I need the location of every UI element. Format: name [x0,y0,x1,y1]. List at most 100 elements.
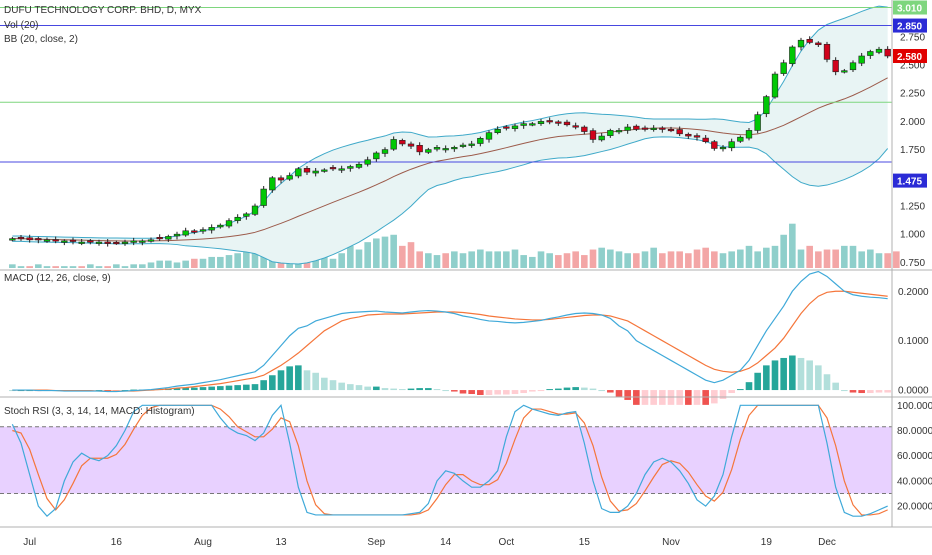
macd-histogram-bar [615,390,623,398]
candle-up [381,149,389,154]
volume-bar [503,251,510,268]
volume-bar [893,251,900,268]
macd-histogram-bar [312,372,319,391]
price-tick-label: 2.000 [900,117,925,128]
volume-bar [61,266,68,268]
candle-down [711,141,718,149]
candle-up [121,241,129,244]
macd-histogram-bar [390,388,397,391]
volume-bar [199,258,207,268]
time-tick-label: Jul [23,537,36,548]
volume-bar [494,251,501,268]
candle-down [416,145,423,153]
candle-up [165,236,172,240]
candle-down [693,135,701,138]
volume-bar [771,245,779,268]
candle-down [26,237,33,241]
candle-down [659,127,666,130]
candle-down [563,121,571,126]
bollinger-legend: BB (20, close, 2) [4,34,78,45]
volume-bar [113,264,120,268]
volume-bar [849,245,857,268]
macd-histogram-bar [399,389,406,391]
macd-histogram-bar [407,388,415,391]
volume-bar [26,266,33,268]
candle-up [78,241,85,244]
candle-up [520,123,527,126]
macd-histogram-bar [754,372,761,391]
macd-histogram-bar [815,365,822,391]
candle-up [243,213,250,217]
volume-bar [459,253,467,268]
volume-bar [121,266,129,268]
volume-bar [546,253,553,268]
upper-level-badge-bg [893,18,927,33]
volume-bar [355,249,363,268]
candle-down [832,59,839,73]
macd-histogram-bar [199,387,207,391]
candle-up [875,48,883,53]
macd-signal-line [12,290,888,392]
candle-down [407,143,415,147]
candle-up [867,51,874,56]
candle-up [511,125,519,129]
symbol-title: DUFU TECHNOLOGY CORP. BHD, D, MYX [4,5,202,16]
candle-up [529,123,536,126]
macd-histogram-bar [373,386,380,391]
candle-down [113,241,120,245]
candle-up [797,39,805,48]
macd-histogram-bar [529,390,536,392]
candle-up [650,127,657,130]
macd-histogram-bar [849,390,857,393]
macd-histogram-bar [763,365,770,391]
macd-histogram-bar [416,388,423,391]
macd-histogram-bar [468,390,475,395]
volume-bar [104,266,111,268]
macd-histogram-bar [884,390,891,393]
volume-bar [537,251,545,268]
volume-bar [555,255,562,268]
volume-bar [676,251,683,268]
candle-up [95,241,103,244]
candle-up [442,148,449,151]
candle-up [208,227,215,231]
candle-up [355,163,363,168]
volume-bar [823,249,831,268]
volume-bar [251,249,259,268]
volume-legend: Vol (20) [4,20,39,31]
volume-bar [693,249,701,268]
bollinger-fill [12,6,888,265]
volume-bar [659,253,666,268]
volume-bar [728,251,735,268]
candle-down [329,167,337,170]
volume-bar [529,256,536,268]
candle-up [269,177,276,191]
volume-bar [225,255,233,268]
volume-bar [442,253,449,268]
resistance-badge-bg [893,0,927,15]
candle-down [806,39,813,43]
macd-histogram-bar [771,360,779,391]
macd-histogram-bar [347,384,354,391]
pane-separators [0,0,932,528]
macd-histogram-bar [260,380,267,391]
macd-histogram-bar [572,387,579,391]
candle-up [260,188,267,206]
candle-down [581,126,588,132]
volume-bar [485,251,493,268]
volume-bar [789,223,796,268]
candle-down [546,120,553,123]
volume-bar [243,251,250,268]
price-pane: 2.7502.5002.2502.0001.7501.5001.2501.000… [0,0,927,269]
candle-up [9,238,16,241]
time-tick-label: 19 [761,537,773,548]
candle-up [763,96,770,115]
volume-bar [173,262,181,268]
candle-up [780,62,787,74]
macd-tick-label: 0.0000 [898,386,929,397]
macd-histogram-bar [277,370,285,391]
candle-up [390,139,397,150]
candle-up [728,141,735,149]
stoch-tick-label: 20.0000 [897,502,932,513]
macd-histogram-bar [546,389,553,391]
